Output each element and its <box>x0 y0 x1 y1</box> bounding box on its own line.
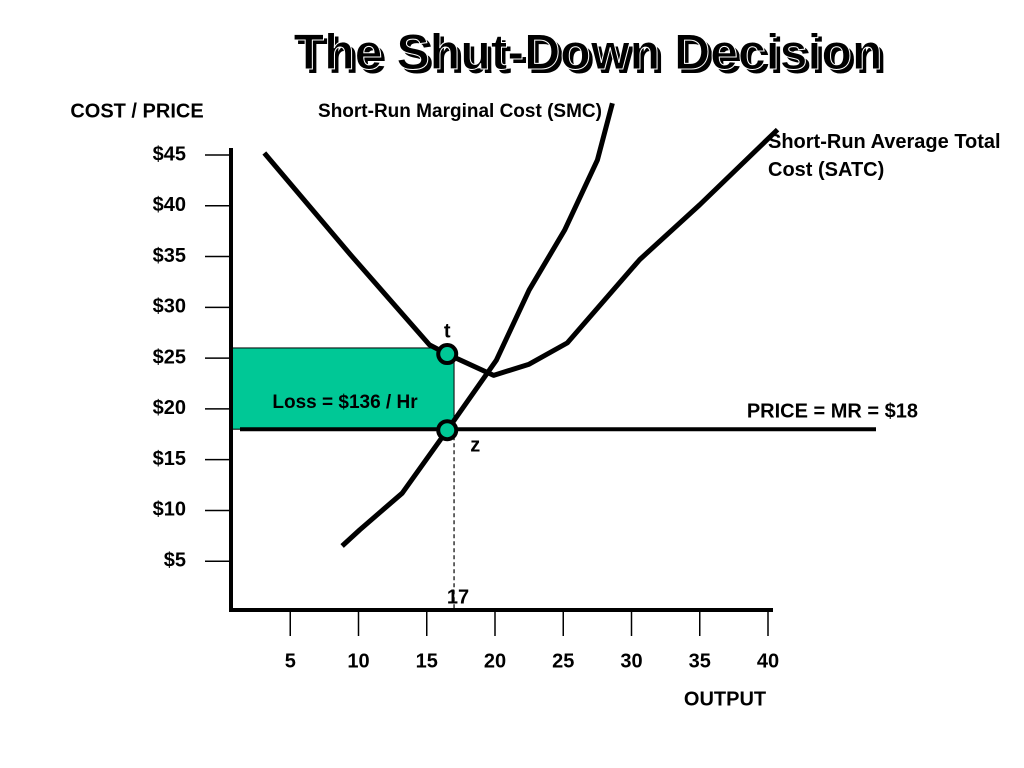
x-tick-label: 5 <box>285 650 296 672</box>
cost-curve <box>340 102 615 548</box>
y-tick-label: $40 <box>153 194 186 216</box>
point-label: z <box>470 434 480 456</box>
chart-title: The Shut-Down Decision <box>294 24 883 80</box>
x-tick-label: 20 <box>484 650 506 672</box>
y-tick-label: $10 <box>153 499 186 521</box>
x-tick-label: 30 <box>620 650 642 672</box>
loss-label: Loss = $136 / Hr <box>272 392 418 413</box>
y-tick-label: $20 <box>153 397 186 419</box>
x-tick-label: 35 <box>689 650 711 672</box>
y-tick-label: $15 <box>153 448 186 470</box>
mr-label: PRICE = MR = $18 <box>747 400 918 422</box>
x-tick-label: 40 <box>757 650 779 672</box>
quantity-label: 17 <box>447 586 469 608</box>
y-tick-label: $25 <box>153 346 186 368</box>
y-tick-label: $45 <box>153 143 186 165</box>
cost-curve <box>262 127 780 378</box>
point <box>436 419 459 442</box>
x-axis-label: OUTPUT <box>684 688 766 710</box>
x-tick-label: 25 <box>552 650 574 672</box>
satc-label: Short-Run Average Total Cost (SATC) <box>768 131 1001 181</box>
loss-area <box>231 347 455 430</box>
y-axis-label: COST / PRICE <box>70 100 203 122</box>
smc-label: Short-Run Marginal Cost (SMC) <box>318 101 602 122</box>
title-shadow: The Shut-Down Decision <box>298 28 887 84</box>
x-tick-label: 15 <box>416 650 438 672</box>
y-tick-label: $30 <box>153 296 186 318</box>
y-tick-label: $5 <box>164 550 186 572</box>
point-label: t <box>444 320 451 342</box>
point <box>436 343 459 366</box>
x-tick-label: 10 <box>347 650 369 672</box>
y-tick-label: $35 <box>153 245 186 267</box>
